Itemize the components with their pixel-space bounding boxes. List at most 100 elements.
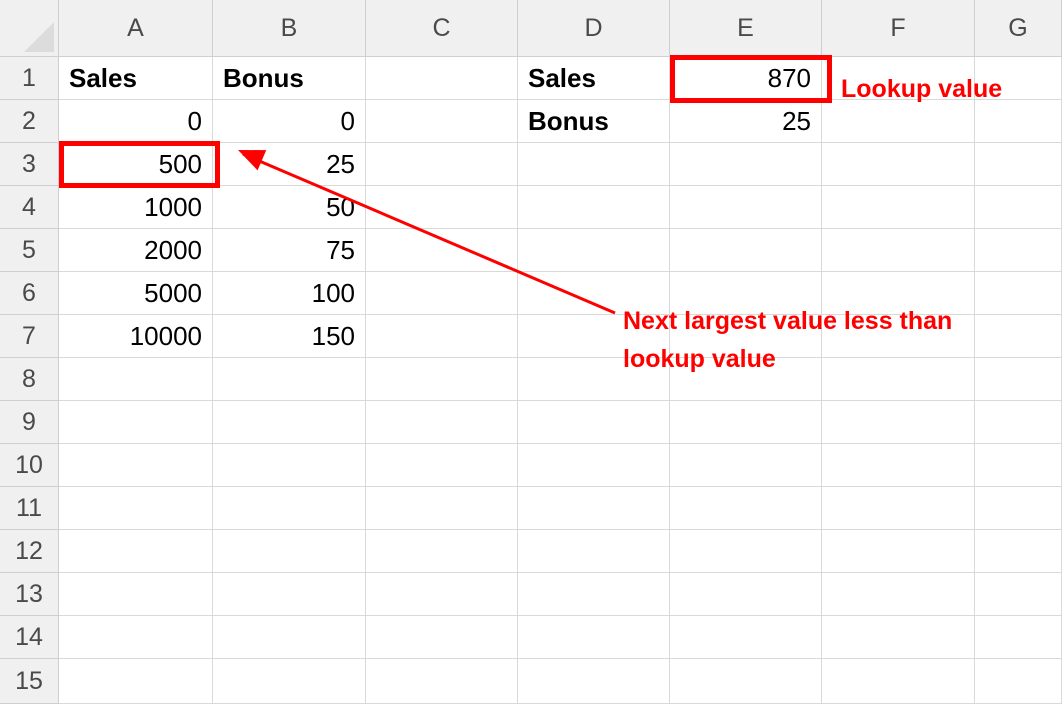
row-header-14[interactable]: 14: [0, 616, 59, 659]
cell-g13[interactable]: [975, 573, 1062, 616]
cell-f2[interactable]: [822, 100, 975, 143]
cell-c3[interactable]: [366, 143, 518, 186]
cell-b8[interactable]: [213, 358, 366, 401]
cell-f9[interactable]: [822, 401, 975, 444]
cell-g6[interactable]: [975, 272, 1062, 315]
cell-f15[interactable]: [822, 659, 975, 704]
cell-d12[interactable]: [518, 530, 670, 573]
cell-c9[interactable]: [366, 401, 518, 444]
cell-a1[interactable]: Sales: [59, 57, 213, 100]
cell-a15[interactable]: [59, 659, 213, 704]
cell-e7[interactable]: [670, 315, 822, 358]
cell-d5[interactable]: [518, 229, 670, 272]
cell-f4[interactable]: [822, 186, 975, 229]
cell-d3[interactable]: [518, 143, 670, 186]
cell-e3[interactable]: [670, 143, 822, 186]
cell-f12[interactable]: [822, 530, 975, 573]
cell-b5[interactable]: 75: [213, 229, 366, 272]
column-header-a[interactable]: A: [59, 0, 213, 57]
cell-d8[interactable]: [518, 358, 670, 401]
row-header-2[interactable]: 2: [0, 100, 59, 143]
row-header-5[interactable]: 5: [0, 229, 59, 272]
cell-e13[interactable]: [670, 573, 822, 616]
cell-b13[interactable]: [213, 573, 366, 616]
cell-a7[interactable]: 10000: [59, 315, 213, 358]
cell-b10[interactable]: [213, 444, 366, 487]
cell-g1[interactable]: [975, 57, 1062, 100]
cell-c10[interactable]: [366, 444, 518, 487]
row-header-9[interactable]: 9: [0, 401, 59, 444]
row-header-12[interactable]: 12: [0, 530, 59, 573]
cell-c13[interactable]: [366, 573, 518, 616]
cell-g11[interactable]: [975, 487, 1062, 530]
cell-a10[interactable]: [59, 444, 213, 487]
cell-a11[interactable]: [59, 487, 213, 530]
cell-c4[interactable]: [366, 186, 518, 229]
cell-d13[interactable]: [518, 573, 670, 616]
cell-c8[interactable]: [366, 358, 518, 401]
cell-g10[interactable]: [975, 444, 1062, 487]
column-header-g[interactable]: G: [975, 0, 1062, 57]
cell-c14[interactable]: [366, 616, 518, 659]
cell-f14[interactable]: [822, 616, 975, 659]
cell-c2[interactable]: [366, 100, 518, 143]
cell-b9[interactable]: [213, 401, 366, 444]
cell-e9[interactable]: [670, 401, 822, 444]
cell-g7[interactable]: [975, 315, 1062, 358]
cell-a12[interactable]: [59, 530, 213, 573]
cell-c5[interactable]: [366, 229, 518, 272]
cell-b7[interactable]: 150: [213, 315, 366, 358]
cell-b11[interactable]: [213, 487, 366, 530]
cell-e2[interactable]: 25: [670, 100, 822, 143]
cell-e8[interactable]: [670, 358, 822, 401]
cell-a5[interactable]: 2000: [59, 229, 213, 272]
cell-a13[interactable]: [59, 573, 213, 616]
row-header-11[interactable]: 11: [0, 487, 59, 530]
cell-a6[interactable]: 5000: [59, 272, 213, 315]
cell-f13[interactable]: [822, 573, 975, 616]
row-header-13[interactable]: 13: [0, 573, 59, 616]
cell-g14[interactable]: [975, 616, 1062, 659]
cell-g5[interactable]: [975, 229, 1062, 272]
cell-f10[interactable]: [822, 444, 975, 487]
cell-b1[interactable]: Bonus: [213, 57, 366, 100]
cell-e12[interactable]: [670, 530, 822, 573]
row-header-1[interactable]: 1: [0, 57, 59, 100]
cell-f1[interactable]: [822, 57, 975, 100]
column-header-b[interactable]: B: [213, 0, 366, 57]
row-header-7[interactable]: 7: [0, 315, 59, 358]
cell-b6[interactable]: 100: [213, 272, 366, 315]
cell-g8[interactable]: [975, 358, 1062, 401]
cell-a14[interactable]: [59, 616, 213, 659]
cell-f8[interactable]: [822, 358, 975, 401]
cell-b3[interactable]: 25: [213, 143, 366, 186]
cell-c1[interactable]: [366, 57, 518, 100]
row-header-3[interactable]: 3: [0, 143, 59, 186]
cell-a9[interactable]: [59, 401, 213, 444]
row-header-15[interactable]: 15: [0, 659, 59, 704]
cell-b4[interactable]: 50: [213, 186, 366, 229]
cell-g9[interactable]: [975, 401, 1062, 444]
cell-d10[interactable]: [518, 444, 670, 487]
cell-g4[interactable]: [975, 186, 1062, 229]
cell-c15[interactable]: [366, 659, 518, 704]
cell-d9[interactable]: [518, 401, 670, 444]
select-all-corner[interactable]: [0, 0, 59, 57]
cell-d11[interactable]: [518, 487, 670, 530]
cell-f6[interactable]: [822, 272, 975, 315]
cell-a3[interactable]: 500: [59, 143, 213, 186]
cell-c12[interactable]: [366, 530, 518, 573]
cell-d1[interactable]: Sales: [518, 57, 670, 100]
cell-e6[interactable]: [670, 272, 822, 315]
cell-e10[interactable]: [670, 444, 822, 487]
cell-g3[interactable]: [975, 143, 1062, 186]
cell-f5[interactable]: [822, 229, 975, 272]
cell-f3[interactable]: [822, 143, 975, 186]
column-header-d[interactable]: D: [518, 0, 670, 57]
cell-d4[interactable]: [518, 186, 670, 229]
cell-d15[interactable]: [518, 659, 670, 704]
column-header-f[interactable]: F: [822, 0, 975, 57]
cell-c11[interactable]: [366, 487, 518, 530]
row-header-10[interactable]: 10: [0, 444, 59, 487]
